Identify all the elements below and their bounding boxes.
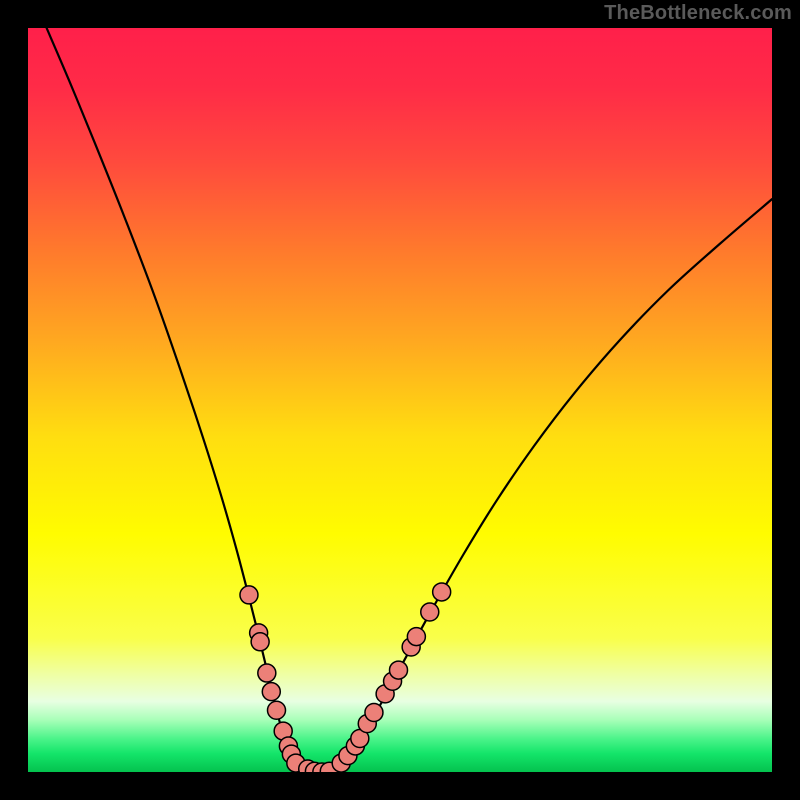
curve-marker — [258, 664, 276, 682]
curve-marker — [421, 603, 439, 621]
curve-marker — [262, 683, 280, 701]
curve-marker — [390, 661, 408, 679]
gradient-background — [28, 28, 772, 772]
watermark-text: TheBottleneck.com — [604, 2, 792, 25]
chart-plot-area — [28, 28, 772, 772]
curve-marker — [407, 628, 425, 646]
curve-marker — [251, 633, 269, 651]
curve-marker — [240, 586, 258, 604]
curve-marker — [268, 701, 286, 719]
curve-marker — [433, 583, 451, 601]
curve-marker — [365, 703, 383, 721]
